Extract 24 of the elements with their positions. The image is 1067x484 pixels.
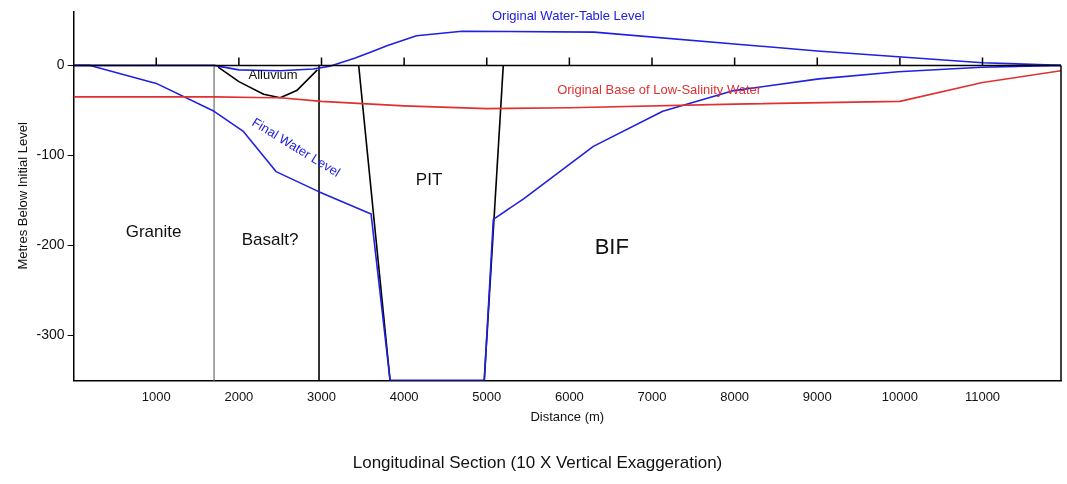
x-tick-label: 9000 — [802, 388, 832, 404]
annotation: Granite — [125, 222, 182, 242]
x-tick-label: 10000 — [881, 388, 918, 404]
annotation: PIT — [415, 169, 443, 189]
x-tick-label: 6000 — [554, 388, 584, 404]
x-tick-label: 2000 — [224, 388, 254, 404]
x-tick-label: 5000 — [472, 388, 502, 404]
annotation: Basalt? — [241, 229, 299, 249]
x-axis-title: Distance (m) — [530, 409, 605, 425]
y-tick-label: -300 — [36, 326, 65, 343]
x-tick-label: 1000 — [141, 388, 171, 404]
x-tick-label: 7000 — [637, 388, 667, 404]
series-label: Original Water-Table Level — [491, 8, 645, 24]
text: Longitudinal Section (10 X Vertical Exaggeration) — [352, 453, 723, 473]
annotation: BIF — [594, 234, 629, 260]
y-tick-label: -200 — [36, 236, 65, 253]
y-tick-label: -100 — [36, 146, 65, 163]
x-tick-label: 3000 — [307, 388, 336, 404]
y-axis-title: Metres Below Initial Level — [15, 122, 31, 270]
x-tick-label: 8000 — [720, 388, 750, 404]
annotation: Alluvium — [248, 67, 298, 83]
x-tick-label: 4000 — [389, 388, 419, 404]
y-tick-label: 0 — [56, 56, 65, 73]
x-tick-label: 11000 — [964, 388, 1001, 404]
